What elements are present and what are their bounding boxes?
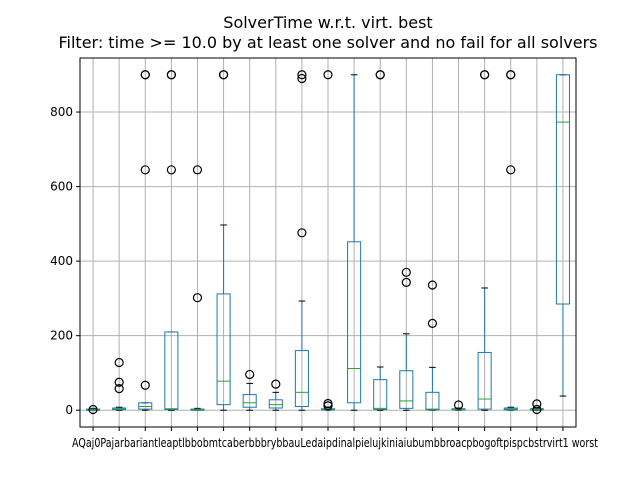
flier-point [245,369,255,380]
flier-point [140,165,150,175]
box-bbobmt [190,165,205,411]
iqr-box [138,402,153,410]
flier-point [114,377,124,387]
box-Pajar [112,357,127,411]
iqr-box [242,394,257,408]
iqr-box [268,399,283,409]
box-ubumb [399,267,414,411]
box-bbau [268,379,283,411]
x-category-labels: AQaj0Pajarbariantleaptlbbobmtcaberbbbryb… [72,436,598,450]
flier-point [218,70,229,80]
box-bariant [138,70,153,411]
box-broacp [425,280,440,411]
flier-point [140,380,150,390]
iqr-box [555,74,570,305]
flier-point [506,165,516,175]
chart-title: SolverTime w.r.t. virt. best [223,13,432,32]
box-Ledaip [294,70,309,411]
flier-point [532,399,542,409]
iqr-box [477,351,492,410]
y-tick-label: 0 [65,403,73,417]
flier-point [323,398,333,409]
flier-point [166,165,176,175]
box-dinal [320,70,336,411]
flier-point [453,400,464,410]
box-caberb [216,70,231,411]
flier-point [401,277,411,287]
flier-point [166,70,176,80]
flier-point [297,70,307,80]
flier-point [271,379,281,389]
box-virt1 [529,399,544,415]
flier-point [114,357,124,368]
flier-point [427,280,438,290]
flier-point [401,267,411,277]
flier-point [480,70,490,80]
y-tick-label: 800 [50,105,73,119]
box-pieluj [347,74,362,411]
iqr-box [216,293,231,406]
flier-point [532,404,542,415]
flier-point [192,293,203,303]
y-tick-label: 200 [50,329,73,343]
flier-point [323,70,333,80]
chart-subtitle: Filter: time >= 10.0 by at least one sol… [58,33,597,52]
flier-point [297,73,307,84]
flier-point [506,70,516,80]
box-leapt1 [164,70,179,411]
flier-point [140,70,150,80]
flier-point [88,404,98,415]
flier-point [375,70,385,80]
box-AQaj0 [86,404,101,415]
flier-point [427,318,438,328]
iqr-box [399,370,414,409]
box-kiniai [373,70,388,411]
iqr-box [294,350,309,408]
flier-point [192,165,203,175]
box-cbstr [503,70,518,411]
box-pisp [477,70,492,411]
y-axis: 0 200 400 600 800 [50,105,564,431]
box-bbbry [242,369,257,411]
box-bogoft [451,400,466,411]
iqr-box [164,331,179,410]
y-tick-label: 400 [50,254,73,268]
plot-area [86,70,570,415]
iqr-box [425,391,440,411]
flier-point [114,384,124,394]
iqr-box [373,379,388,410]
flier-point [297,228,307,238]
y-tick-label: 600 [50,180,73,194]
iqr-box [347,241,362,404]
box-worst [555,74,570,397]
